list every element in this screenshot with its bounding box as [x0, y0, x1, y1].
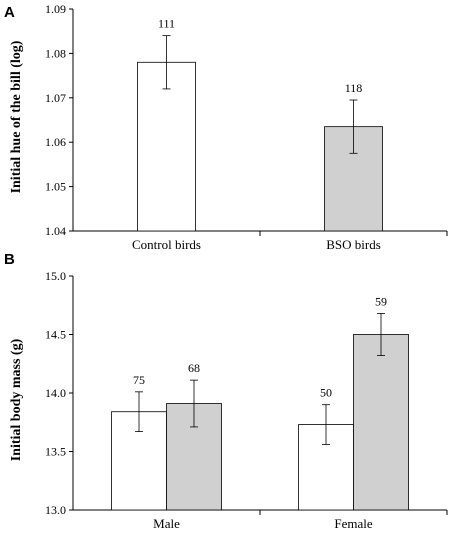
panel-b-y-tick-label: 13.0 — [45, 503, 66, 517]
panel-a-sample-size-label: 118 — [345, 81, 363, 95]
panel-a-category-label: BSO birds — [326, 237, 381, 252]
panel-b-sample-size-label: 75 — [133, 373, 145, 387]
panel-b-category-label: Female — [334, 516, 372, 531]
panel-b-y-tick-label: 14.0 — [45, 386, 66, 400]
panel-b-y-tick-label: 13.5 — [45, 445, 66, 459]
panel-a-y-tick-label: 1.05 — [45, 180, 66, 194]
panel-a-y-tick-label: 1.08 — [45, 46, 66, 60]
panel-a-category-label: Control birds — [132, 237, 201, 252]
panel-a-sample-size-label: 111 — [158, 17, 175, 31]
panel-b-sample-size-label: 59 — [375, 294, 387, 308]
panel-a-y-axis-label: Initial hue of the bill (log) — [9, 40, 24, 193]
panel-b-y-tick-label: 15.0 — [45, 269, 66, 283]
panel-b-plot: 13.0 13.5 14.0 14.5 15.0 75 68 Male 50 59 Female — [45, 269, 448, 531]
panel-b-sample-size-label: 50 — [320, 386, 332, 400]
panel-b-sample-size-label: 68 — [188, 361, 200, 375]
panel-a-letter: A — [4, 4, 15, 21]
panel-a-bar-1 — [137, 61, 196, 232]
panel-b-letter: B — [4, 251, 15, 268]
panel-b-y-tick-label: 14.5 — [45, 328, 66, 342]
panel-b-y-axis-label: Initial body mass (g) — [9, 338, 24, 461]
panel-a-plot: 1.04 1.05 1.06 1.07 1.08 1.09 111 Control birds… — [45, 2, 448, 252]
panel-b-bar-2-2 — [353, 334, 409, 511]
panel-a-y-tick-label: 1.04 — [45, 224, 66, 238]
panel-a-y-tick-label: 1.06 — [45, 135, 66, 149]
panel-a-y-tick-label: 1.07 — [45, 91, 66, 105]
panel-a-y-tick-label: 1.09 — [45, 2, 66, 16]
panel-b-category-label: Male — [153, 516, 180, 531]
